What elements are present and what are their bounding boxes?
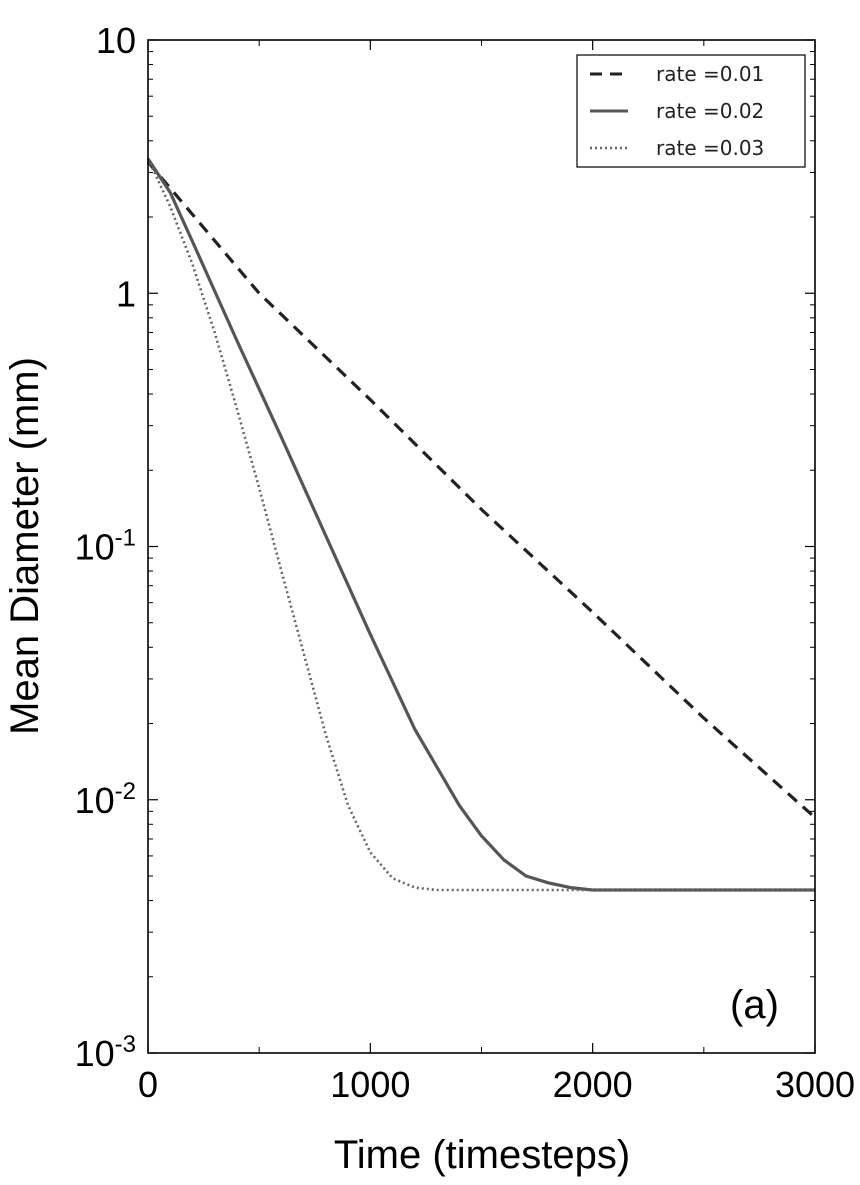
x-tick-label: 1000 xyxy=(330,1064,410,1105)
series-line-3 xyxy=(146,158,815,892)
series-line-1 xyxy=(146,160,817,819)
y-tick-label: 10-1 xyxy=(75,525,136,568)
legend-label-2: rate =0.02 xyxy=(656,99,764,123)
y-tick-label: 1 xyxy=(116,273,136,314)
x-axis: 0 1000 2000 3000 xyxy=(138,40,855,1105)
plot-frame xyxy=(147,39,816,1054)
legend-label-1: rate =0.01 xyxy=(656,62,764,86)
y-tick-label: 10 xyxy=(96,20,136,61)
legend: rate =0.01 rate =0.02 rate =0.03 xyxy=(576,54,806,168)
x-tick-label: 3000 xyxy=(775,1064,855,1105)
plot-layer xyxy=(146,157,817,892)
panel-annotation: (a) xyxy=(730,983,779,1027)
series-line-2 xyxy=(146,157,815,892)
y-tick-label: 10-2 xyxy=(75,778,136,821)
x-tick-label: 2000 xyxy=(553,1064,633,1105)
y-axis: 10-3 10-2 10-1 1 10 xyxy=(75,20,815,1074)
y-axis-label: Mean Diameter (mm) xyxy=(3,357,47,735)
x-axis-label: Time (timesteps) xyxy=(334,1133,630,1177)
legend-label-3: rate =0.03 xyxy=(656,136,764,160)
x-tick-label: 0 xyxy=(138,1064,158,1105)
y-tick-label: 10-3 xyxy=(75,1031,136,1074)
